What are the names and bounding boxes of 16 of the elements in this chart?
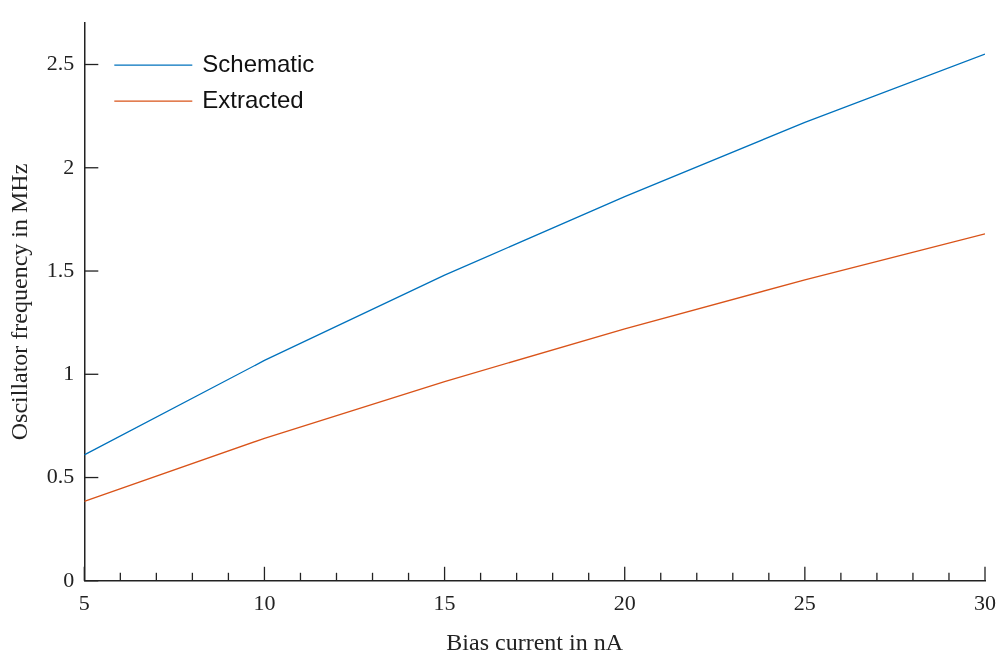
y-axis-title: Oscillator frequency in MHz	[5, 163, 32, 441]
y-tick-label: 1	[63, 360, 75, 386]
y-tick-label: 1.5	[46, 256, 75, 282]
x-tick-label: 30	[974, 589, 996, 615]
x-tick-label: 15	[433, 589, 456, 615]
y-tick-label: 2.5	[46, 50, 75, 76]
x-tick-label: 10	[253, 589, 276, 615]
x-tick-label: 20	[613, 589, 636, 615]
y-tick-label: 0.5	[46, 463, 75, 489]
legend-label: Schematic	[202, 49, 315, 77]
x-tick-label: 5	[78, 589, 90, 615]
x-tick-label: 25	[793, 589, 816, 615]
y-tick-label: 0	[63, 566, 75, 592]
legend-label: Extracted	[202, 85, 304, 113]
y-tick-label: 2	[63, 153, 75, 179]
x-axis-title: Bias current in nA	[446, 628, 624, 655]
